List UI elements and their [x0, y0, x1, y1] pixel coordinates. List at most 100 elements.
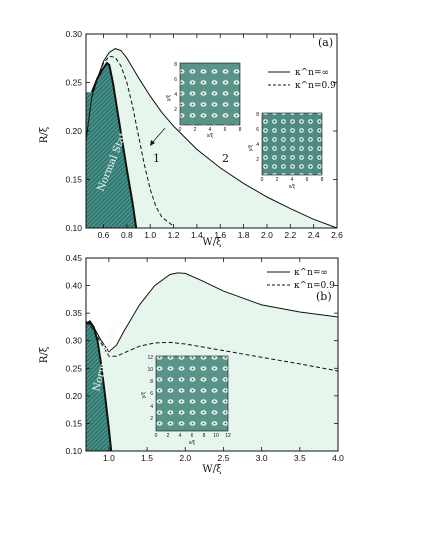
panel-a-legend: κ^n=∞ κ^n=0.9: [268, 68, 336, 91]
panel-b-inset-3: y/ξ x/ξ 0 2 4 6 8 10 12 2 4 6 8 10 12: [141, 355, 231, 446]
panel-b-inset-3-ytick-10: 10: [147, 367, 153, 373]
panel-a-legend-solid-label: κ^n=∞: [295, 68, 329, 78]
panel-a-y-tick-label: 0.30: [65, 29, 82, 39]
panel-b-y-tick-label: 0.30: [65, 336, 82, 346]
panel-a-x-tick-label: 1.4: [191, 230, 203, 240]
panel-b: 1.0 1.5 2.0 2.5 3.0 3.5 4.0 0.100.150.200.250.…: [39, 253, 344, 475]
panel-a-inset-2-ytick-8: 8: [256, 112, 259, 118]
panel-b-y-tick-label: 0.40: [65, 281, 82, 291]
panel-b-x-tick-label: 3.0: [256, 453, 268, 463]
panel-a-inset-1-arrow: [151, 127, 166, 144]
panel-a-x-axis-label: W/ξ: [202, 237, 222, 248]
panel-b-label: (b): [316, 290, 332, 303]
panel-a-inset-1-tick-0: 0: [179, 127, 182, 133]
panel-a-vortex-region: [86, 48, 337, 228]
panel-b-inset-3-ylabel: y/ξ: [141, 391, 147, 398]
panel-b-legend-dashed-label: κ^n=0.9: [294, 281, 335, 291]
panel-a-inset-2-xlabel: x/ξ: [289, 184, 296, 190]
panel-a-x-tick-label: 1.2: [168, 230, 180, 240]
panel-b-inset-3-xlabel: x/ξ: [189, 440, 196, 446]
panel-a-inset-2-image: [261, 112, 323, 176]
panel-a-inset-1-ytick-8: 8: [174, 62, 177, 68]
panel-b-x-ticks: 1.0 1.5 2.0 2.5 3.0 3.5 4.0: [103, 258, 344, 463]
panel-a-y-axis-label: R/ξ: [39, 126, 50, 143]
panel-a-normal-state-region: [86, 63, 137, 228]
panel-a: 0.6 0.8 1.0 1.2 1.4 1.6 1.8 2.0 2.2 2.4 2.6 0.100.…: [39, 29, 343, 248]
panel-b-series-dashed: [85, 321, 339, 372]
panel-b-x-tick-label: 1.5: [141, 453, 153, 463]
panel-b-y-ticks: 0.10 0.15 0.20 0.25 0.30 0.35 0.40 0.45: [65, 253, 338, 456]
panel-b-normal-state-region: [86, 321, 112, 451]
panel-a-inset-2-tick-2: 2: [276, 177, 279, 183]
panel-b-series-solid: [85, 272, 339, 353]
panel-a-series-solid-thick: [90, 61, 138, 229]
panel-b-inset-3-tick-6: 6: [191, 433, 194, 439]
panel-b-x-tick-label: 3.5: [294, 453, 306, 463]
panel-b-series: [85, 272, 339, 452]
panel-a-x-tick-label: 1.0: [144, 230, 156, 240]
panel-b-inset-3-tick-12: 12: [225, 433, 231, 439]
panel-b-y-tick-label: 0.25: [65, 363, 82, 373]
panel-a-x-tick-label: 2.6: [331, 230, 343, 240]
panel-a-x-tick-label: 1.6: [214, 230, 226, 240]
panel-a-inset-1-arrowhead: [150, 140, 155, 146]
panel-b-legend: κ^n=∞ κ^n=0.9: [267, 268, 335, 291]
panel-a-y-tick-label: 0.15: [65, 175, 82, 185]
panel-a-inset-1-tick-8: 8: [239, 127, 242, 133]
panel-a-region-label-2: 2: [222, 152, 229, 165]
panel-a-x-tick-label: 0.8: [121, 230, 133, 240]
panel-b-inset-3-tick-4: 4: [179, 433, 182, 439]
panel-a-series: [85, 48, 338, 229]
panel-b-inset-3-tick-10: 10: [213, 433, 219, 439]
panel-a-region-label-1: 1: [153, 152, 160, 165]
panel-a-x-tick-label: 1.8: [238, 230, 250, 240]
panel-a-inset-1-tick-2: 2: [194, 127, 197, 133]
panel-a-y-ticks: 0.10 0.15 0.20 0.25 0.30: [65, 29, 337, 233]
panel-b-x-tick-label: 2.0: [179, 453, 191, 463]
panel-b-y-tick-label: 0.35: [65, 308, 82, 318]
panel-b-y-tick-label: 0.20: [65, 391, 82, 401]
panel-a-series-solid: [85, 48, 338, 229]
panel-b-inset-3-ytick-6: 6: [150, 391, 153, 397]
panel-b-x-axis-label: W/ξ: [202, 464, 222, 475]
panel-a-y-tick-label: 0.10: [65, 223, 82, 233]
panel-a-inset-1: y/ξ x/ξ 0 2 4 6 8 2 4 6 8: [166, 62, 242, 139]
panel-a-inset-1-ylabel: y/ξ: [166, 94, 172, 101]
panel-b-x-tick-label: 4.0: [332, 453, 344, 463]
panel-b-inset-3-tick-0: 0: [155, 433, 158, 439]
panel-a-inset-1-ytick-2: 2: [174, 107, 177, 113]
panel-a-legend-dashed-label: κ^n=0.9: [295, 81, 336, 91]
panel-b-x-tick-label: 1.0: [103, 453, 115, 463]
panel-b-legend-solid-label: κ^n=∞: [294, 268, 328, 278]
panel-b-series-solid-thick: [85, 319, 113, 452]
panel-a-inset-1-tick-4: 4: [209, 127, 212, 133]
panel-a-inset-1-xlabel: x/ξ: [207, 133, 214, 139]
panel-a-inset-2-ytick-6: 6: [256, 127, 259, 133]
panel-a-inset-1-ytick-6: 6: [174, 77, 177, 83]
panel-a-inset-2-tick-8: 8: [321, 177, 324, 183]
panel-a-label: (a): [318, 36, 333, 49]
panel-b-inset-3-ytick-4: 4: [150, 404, 153, 410]
panel-a-inset-2-ylabel: y/ξ: [248, 144, 254, 151]
panel-a-inset-2-ytick-4: 4: [256, 142, 259, 148]
panel-a-inset-1-tick-6: 6: [224, 127, 227, 133]
panel-a-x-tick-label: 2.2: [284, 230, 296, 240]
panel-b-y-tick-label: 0.45: [65, 253, 82, 263]
panel-b-inset-3-ytick-2: 2: [150, 416, 153, 422]
panel-a-inset-2-tick-4: 4: [291, 177, 294, 183]
panel-a-inset-2-tick-6: 6: [306, 177, 309, 183]
panel-b-y-tick-label: 0.10: [65, 446, 82, 456]
panel-a-inset-2-tick-0: 0: [261, 177, 264, 183]
panel-a-inset-1-image: [179, 62, 241, 126]
panel-b-inset-3-tick-8: 8: [203, 433, 206, 439]
panel-a-x-tick-label: 2.0: [261, 230, 273, 240]
panel-b-y-tick-label: 0.15: [65, 418, 82, 428]
panel-a-x-ticks: 0.6 0.8 1.0 1.2 1.4 1.6 1.8 2.0 2.2 2.4 2.6: [98, 34, 343, 240]
panel-b-plot-frame: [85, 257, 339, 452]
panel-b-y-axis-label: R/ξ: [39, 346, 50, 363]
panel-a-inset-1-ytick-4: 4: [174, 92, 177, 98]
panel-b-inset-3-tick-2: 2: [167, 433, 170, 439]
panel-a-y-tick-label: 0.25: [65, 78, 82, 88]
panel-a-series-dashed: [91, 55, 174, 227]
